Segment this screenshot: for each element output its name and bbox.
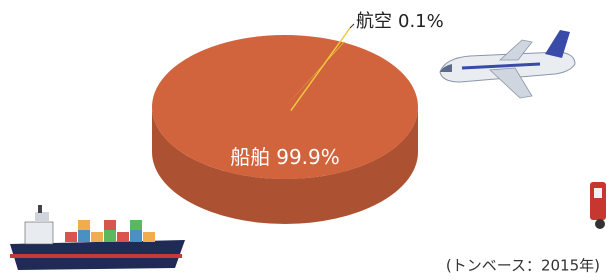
slice-value: 0.1% xyxy=(398,11,444,32)
leader-line xyxy=(350,24,354,28)
slice-name: 航空 xyxy=(356,11,392,32)
truck-illustration xyxy=(590,182,606,229)
chart: 航空 0.1% 船舶99.9% (トンベース：2015年) xyxy=(0,0,606,280)
slice-label: 航空 0.1% xyxy=(356,11,444,32)
slice-name: 船舶 xyxy=(230,145,270,169)
slice-value: 99.9% xyxy=(276,145,340,169)
ship-illustration xyxy=(10,205,185,270)
source-note: (トンベース：2015年) xyxy=(446,257,600,275)
airplane-illustration xyxy=(440,30,575,98)
